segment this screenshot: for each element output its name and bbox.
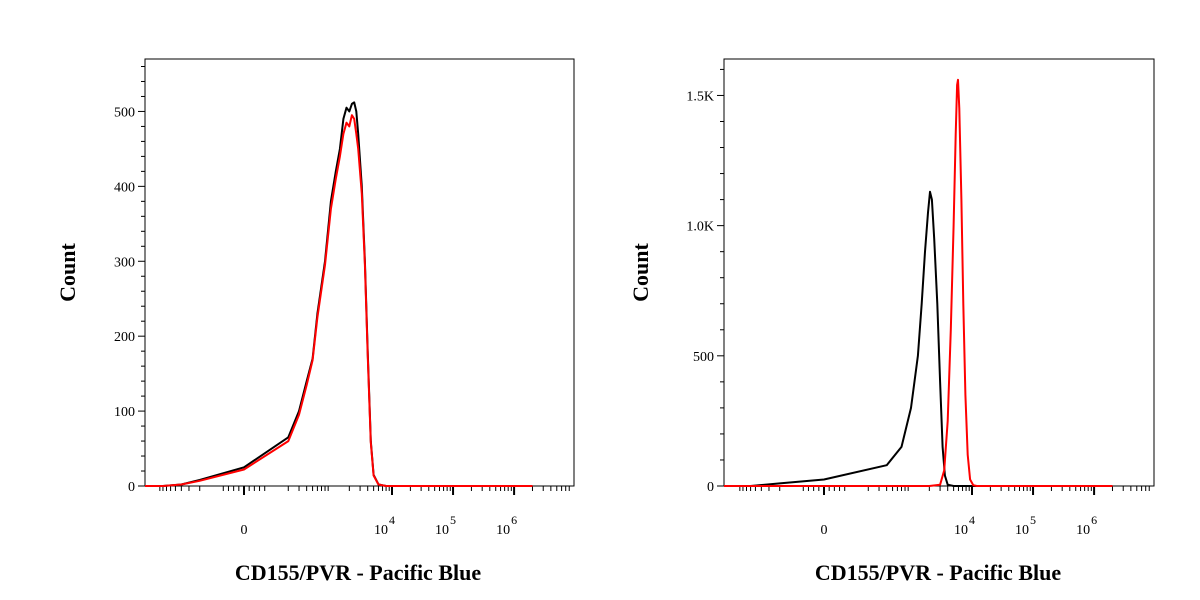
y-tick-label: 0 (707, 480, 714, 495)
y-tick-label: 1.0K (686, 220, 714, 235)
x-tick-label: 10 (374, 523, 388, 538)
y-tick-label: 300 (114, 255, 135, 270)
x-axis-title: CD155/PVR - Pacific Blue (235, 560, 481, 585)
x-tick-exponent: 4 (969, 513, 975, 527)
x-tick-label: 10 (496, 523, 510, 538)
y-axis-title: Count (55, 242, 80, 301)
histogram-series-1 (724, 190, 1113, 487)
y-tick-label: 100 (114, 405, 135, 420)
y-tick-label: 500 (693, 350, 714, 365)
x-tick-exponent: 6 (1091, 513, 1097, 527)
plot-frame (144, 58, 575, 487)
y-tick-label: 500 (114, 105, 135, 120)
x-axis-title: CD155/PVR - Pacific Blue (815, 560, 1061, 585)
x-tick-exponent: 4 (389, 513, 395, 527)
x-tick-label: 10 (1076, 523, 1090, 538)
x-tick-label: 10 (1015, 523, 1029, 538)
x-tick-label: 0 (241, 523, 248, 538)
y-tick-label: 400 (114, 180, 135, 195)
x-tick-exponent: 5 (1030, 513, 1036, 527)
y-axis-title: Count (628, 242, 653, 301)
x-tick-exponent: 6 (511, 513, 517, 527)
x-tick-exponent: 5 (450, 513, 456, 527)
y-tick-label: 1.5K (686, 89, 714, 104)
histogram-series-2 (145, 114, 533, 487)
y-tick-label: 200 (114, 330, 135, 345)
x-tick-label: 0 (821, 523, 828, 538)
x-tick-label: 10 (954, 523, 968, 538)
plot-frame (723, 58, 1155, 487)
y-tick-label: 0 (128, 480, 135, 495)
histogram-series-2 (724, 78, 1113, 487)
x-tick-label: 10 (435, 523, 449, 538)
